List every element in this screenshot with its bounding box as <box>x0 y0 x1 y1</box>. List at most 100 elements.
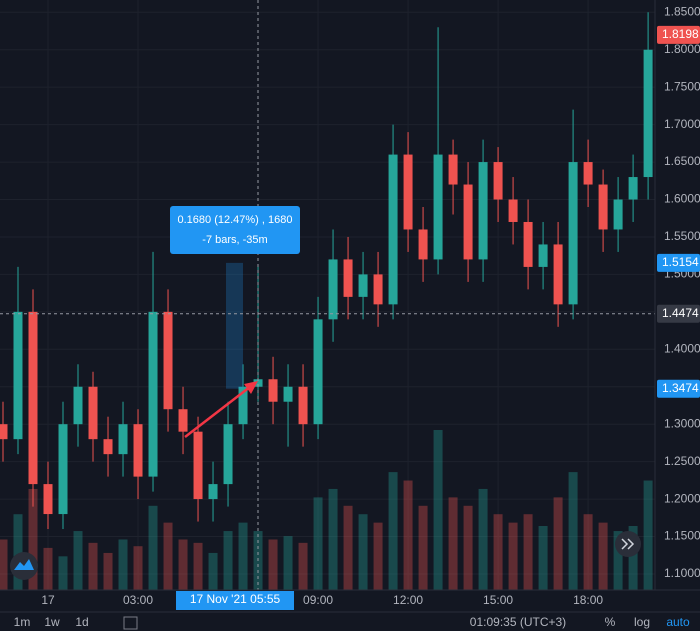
measure-text: 0.1680 (12.47%) , 1680 <box>178 214 293 226</box>
volume-bar <box>208 552 218 590</box>
volume-bar <box>223 531 233 590</box>
candle-body <box>118 424 128 455</box>
y-tick-label: 1.5500 <box>664 229 700 243</box>
candles <box>0 12 653 530</box>
y-tick-label: 1.7500 <box>664 79 700 93</box>
volume-bar <box>508 522 518 590</box>
candle-body <box>418 229 428 260</box>
volume-bar <box>283 536 293 590</box>
volume-bar <box>28 488 38 590</box>
toolbar-item[interactable]: 01:09:35 (UTC+3) <box>470 615 566 629</box>
toolbar-item[interactable]: 1d <box>75 615 88 629</box>
candle-body <box>178 409 188 432</box>
candle-body <box>448 154 458 185</box>
price-badge <box>657 25 700 44</box>
candle-body <box>13 311 23 440</box>
candle-body <box>193 431 203 500</box>
candle-body <box>313 319 323 425</box>
candle-body <box>358 274 368 297</box>
candle-body <box>568 162 578 305</box>
price-badge-label: 1.8198 <box>662 27 699 41</box>
volume-bar <box>463 505 473 590</box>
volume-bar <box>373 522 383 590</box>
candle-body <box>598 184 608 230</box>
candle-body <box>328 259 338 320</box>
volume-bar <box>238 522 248 590</box>
candle-body <box>208 484 218 500</box>
volume-bar <box>343 505 353 590</box>
volume-bar <box>103 552 113 590</box>
y-tick-label: 1.2500 <box>664 454 700 468</box>
toolbar-item[interactable]: 1w <box>44 615 60 629</box>
candle-body <box>253 379 263 387</box>
x-tick-label: 09:00 <box>303 593 333 607</box>
price-badge <box>657 253 700 272</box>
candle-body <box>283 386 293 402</box>
volume-bar <box>643 480 653 590</box>
measure-range <box>226 262 243 389</box>
y-tick-label: 1.6500 <box>664 154 700 168</box>
measure-text: -7 bars, -35m <box>202 234 267 246</box>
candle-body <box>538 244 548 267</box>
y-tick-label: 1.8000 <box>664 42 700 56</box>
y-tick-label: 1.3000 <box>664 416 700 430</box>
volume-bar <box>478 488 488 590</box>
price-badge-label: 1.3474 <box>662 381 699 395</box>
calendar-icon[interactable] <box>123 616 138 630</box>
x-tick-label: 12:00 <box>393 593 423 607</box>
candle-body <box>613 199 623 230</box>
measure-tooltip <box>170 206 300 254</box>
candle-body <box>103 439 113 455</box>
x-tick-label: 17 <box>41 593 55 607</box>
volume-bar <box>598 522 608 590</box>
logo-icon <box>14 559 34 570</box>
toolbar-item[interactable]: auto <box>666 615 690 629</box>
candle-body <box>28 311 38 485</box>
candle-body <box>0 424 8 440</box>
candle-body <box>268 379 278 402</box>
candle-body <box>493 162 503 200</box>
toolbar-item[interactable]: log <box>634 615 650 629</box>
y-tick-label: 1.2000 <box>664 491 700 505</box>
volume-bar <box>523 514 533 590</box>
volume-bar <box>418 505 428 590</box>
candle-body <box>433 154 443 260</box>
candle-body <box>43 484 53 515</box>
x-tick-label: 03:00 <box>123 593 153 607</box>
volume-bar <box>298 542 308 590</box>
volume-bar <box>328 488 338 590</box>
volume <box>0 430 653 590</box>
candle-body <box>463 184 473 260</box>
toolbar-item[interactable]: 1m <box>14 615 31 629</box>
volume-bar <box>133 546 143 590</box>
volume-bar <box>628 526 638 590</box>
y-tick-label: 1.1500 <box>664 529 700 543</box>
candle-body <box>73 386 83 425</box>
volume-bar <box>583 514 593 590</box>
volume-bar <box>43 547 53 590</box>
volume-bar <box>178 539 188 590</box>
candle-body <box>508 199 518 222</box>
candle-body <box>343 259 353 297</box>
candle-body <box>643 49 653 178</box>
y-tick-label: 1.7000 <box>664 117 700 131</box>
candle-body <box>163 311 173 410</box>
candle-body <box>373 274 383 305</box>
candle-body <box>133 424 143 477</box>
toolbar-item[interactable]: % <box>605 615 616 629</box>
y-tick-label: 1.1000 <box>664 566 700 580</box>
volume-bar <box>88 542 98 590</box>
candle-body <box>523 221 533 267</box>
volume-bar <box>0 539 8 590</box>
y-tick-label: 1.8500 <box>664 4 700 18</box>
volume-bar <box>493 514 503 590</box>
volume-bar <box>358 514 368 590</box>
price-badge-label: 1.5154 <box>662 255 699 269</box>
x-tick-label: 18:00 <box>573 593 603 607</box>
arrow-head <box>244 381 258 394</box>
candle-body <box>628 177 638 200</box>
volume-bar <box>403 480 413 590</box>
volume-bar <box>118 539 128 590</box>
